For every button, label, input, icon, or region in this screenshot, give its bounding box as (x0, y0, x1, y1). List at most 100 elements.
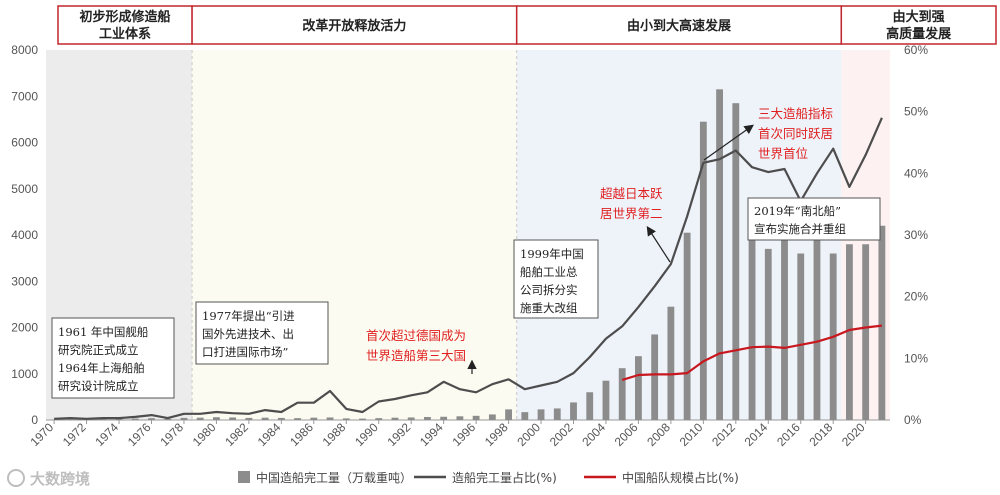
bar-2011 (716, 89, 723, 420)
bar-2012 (732, 103, 740, 420)
x-axis-ticks: 1970 1972 1974 1976 1978 1980 1982 1984 1986 1988… (27, 420, 868, 449)
note-2019-line-2: 宣布实施合并重组 (754, 222, 846, 236)
y-left-tick-0: 0 (31, 413, 38, 427)
bar-1996 (472, 415, 480, 420)
x-tick-label-1972: 1972 (60, 420, 89, 449)
bar-1988 (342, 418, 350, 420)
arrow-2008 (646, 225, 671, 263)
x-tick-label-2016: 2016 (774, 420, 803, 449)
bar-1990 (375, 418, 383, 420)
bar-1977 (164, 418, 172, 420)
y-right-tick-3: 30% (904, 228, 928, 242)
red-2008-line-1: 超越日本跃 (600, 186, 663, 201)
x-tick-label-1978: 1978 (157, 420, 186, 449)
x-tick-label-1980: 1980 (190, 420, 219, 449)
bar-2020 (862, 244, 870, 420)
red-1994-line-2: 世界造船第三大国 (366, 348, 466, 363)
y-left-tick-8000: 8000 (11, 43, 38, 57)
red-note-2010: 三大造船指标 首次同时跃居 世界首位 (758, 106, 833, 161)
bar-2017 (813, 239, 821, 420)
y-axis-left-ticks: 0 1000 2000 3000 4000 5000 6000 7000 8000 (11, 43, 38, 427)
watermark-text: 大数跨境 (30, 470, 90, 488)
bar-1995 (456, 416, 464, 420)
bar-2004 (602, 380, 610, 420)
y-right-tick-1: 10% (904, 351, 928, 365)
bar-1971 (66, 419, 74, 420)
note-1961-line-4: 研究设计院成立 (58, 379, 139, 393)
legend-fleet-label: 中国船队规模占比(%) (622, 470, 739, 485)
x-tick-label-2010: 2010 (677, 420, 706, 449)
line-build-share (54, 117, 883, 420)
era-header-label-4-1: 由大到强 (893, 9, 945, 25)
annotation-1977: 1977年提出“引进 国外先进技术、出 口打进国际市场” (195, 301, 329, 365)
bar-2003 (586, 392, 594, 420)
line-fleet-share (621, 324, 883, 381)
bar-1983 (261, 417, 269, 420)
bar-1981 (229, 417, 237, 420)
era-header-box-2 (191, 5, 518, 45)
x-tick-label-1992: 1992 (385, 420, 414, 449)
era-header-box-3 (515, 5, 843, 45)
y-right-tick-6: 60% (904, 43, 928, 57)
bar-2008 (667, 306, 675, 420)
annotation-2019: 2019年“南北船” 宣布实施合并重组 (747, 197, 881, 241)
note-1977-line-1: 1977年提出“引进 (202, 309, 295, 323)
bar-1978 (180, 417, 188, 420)
bar-2010 (699, 121, 707, 420)
y-left-tick-2000: 2000 (11, 321, 38, 335)
x-tick-label-2002: 2002 (547, 420, 576, 449)
y-right-tick-5: 50% (904, 105, 928, 119)
bar-2013 (748, 211, 756, 420)
x-tick-label-1986: 1986 (287, 420, 316, 449)
annotation-1999: 1999年中国 船舶工业总 公司拆分实 施重大改组 (513, 239, 599, 319)
x-tick-label-2000: 2000 (514, 420, 543, 449)
x-tick-label-1998: 1998 (482, 420, 511, 449)
note-1999-line-4: 施重大改组 (520, 301, 578, 315)
legend-bar-swatch (238, 471, 250, 483)
bar-1985 (294, 418, 301, 420)
bar-2021 (878, 225, 886, 420)
y-left-tick-1000: 1000 (11, 367, 38, 381)
red-2010-line-2: 首次同时跃居 (758, 126, 833, 141)
x-tick-label-2014: 2014 (742, 420, 771, 449)
y-right-tick-0: 0% (904, 413, 922, 427)
era-header-label-2-1: 改革开放释放活力 (302, 18, 406, 34)
bar-2007 (651, 334, 659, 420)
y-left-tick-5000: 5000 (11, 182, 38, 196)
bar-1987 (326, 417, 334, 420)
note-1999-line-3: 公司拆分实 (520, 283, 578, 297)
red-note-2008: 超越日本跃 居世界第二 (600, 186, 663, 221)
bar-2019 (846, 244, 853, 420)
note-2019-line-1: 2019年“南北船” (754, 204, 841, 218)
x-tick-label-2008: 2008 (644, 420, 673, 449)
note-1961-line-1: 1961 年中国舰船 (58, 325, 149, 339)
era-header-label-1-2: 工业体系 (99, 26, 151, 42)
bar-1975 (131, 418, 139, 420)
era-header-box-4 (840, 5, 997, 45)
bar-2000 (537, 409, 545, 420)
watermark: 大数跨境 (7, 469, 90, 488)
y-axis-right-ticks: 0% 10% 20% 30% 40% 50% 60% (904, 43, 928, 427)
y-left-tick-4000: 4000 (11, 228, 38, 242)
line-series (54, 117, 883, 420)
x-tick-label-1994: 1994 (417, 420, 446, 449)
bar-1973 (99, 419, 107, 420)
bar-1993 (424, 416, 431, 420)
note-1961-line-2: 研究院正式成立 (58, 343, 139, 357)
bar-2009 (683, 232, 691, 420)
legend-bar-label: 中国造船完工量（万载重吨） (256, 470, 412, 485)
x-tick-label-1984: 1984 (255, 420, 284, 449)
bar-1986 (310, 417, 318, 420)
era-header-label-1-1: 初步形成修造船 (80, 9, 171, 25)
bar-1992 (407, 417, 415, 420)
bar-1976 (148, 418, 155, 420)
bar-1979 (196, 417, 204, 420)
x-tick-label-2018: 2018 (807, 420, 836, 449)
note-1999-line-2: 船舶工业总 (520, 265, 578, 279)
y-left-tick-6000: 6000 (11, 136, 38, 150)
x-tick-label-1996: 1996 (449, 420, 478, 449)
era-header-label-3-1: 由小到大高速发展 (627, 18, 732, 34)
bar-2005 (618, 368, 626, 420)
era-header-label-4-2: 高质量发展 (886, 26, 952, 42)
